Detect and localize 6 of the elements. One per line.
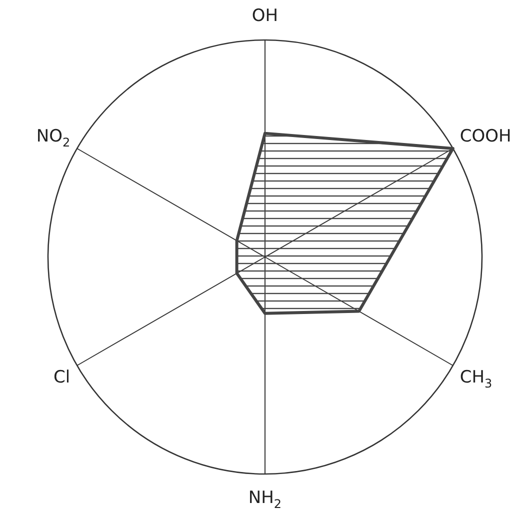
spoke-label: CH$_{3}$ [460,367,492,391]
spoke-label: COOH [460,126,512,146]
spoke-label: OH [252,6,278,26]
spoke-label: NH$_{2}$ [248,488,282,512]
spoke-label: NO$_{2}$ [36,126,70,150]
spoke-label: Cl [54,367,70,388]
